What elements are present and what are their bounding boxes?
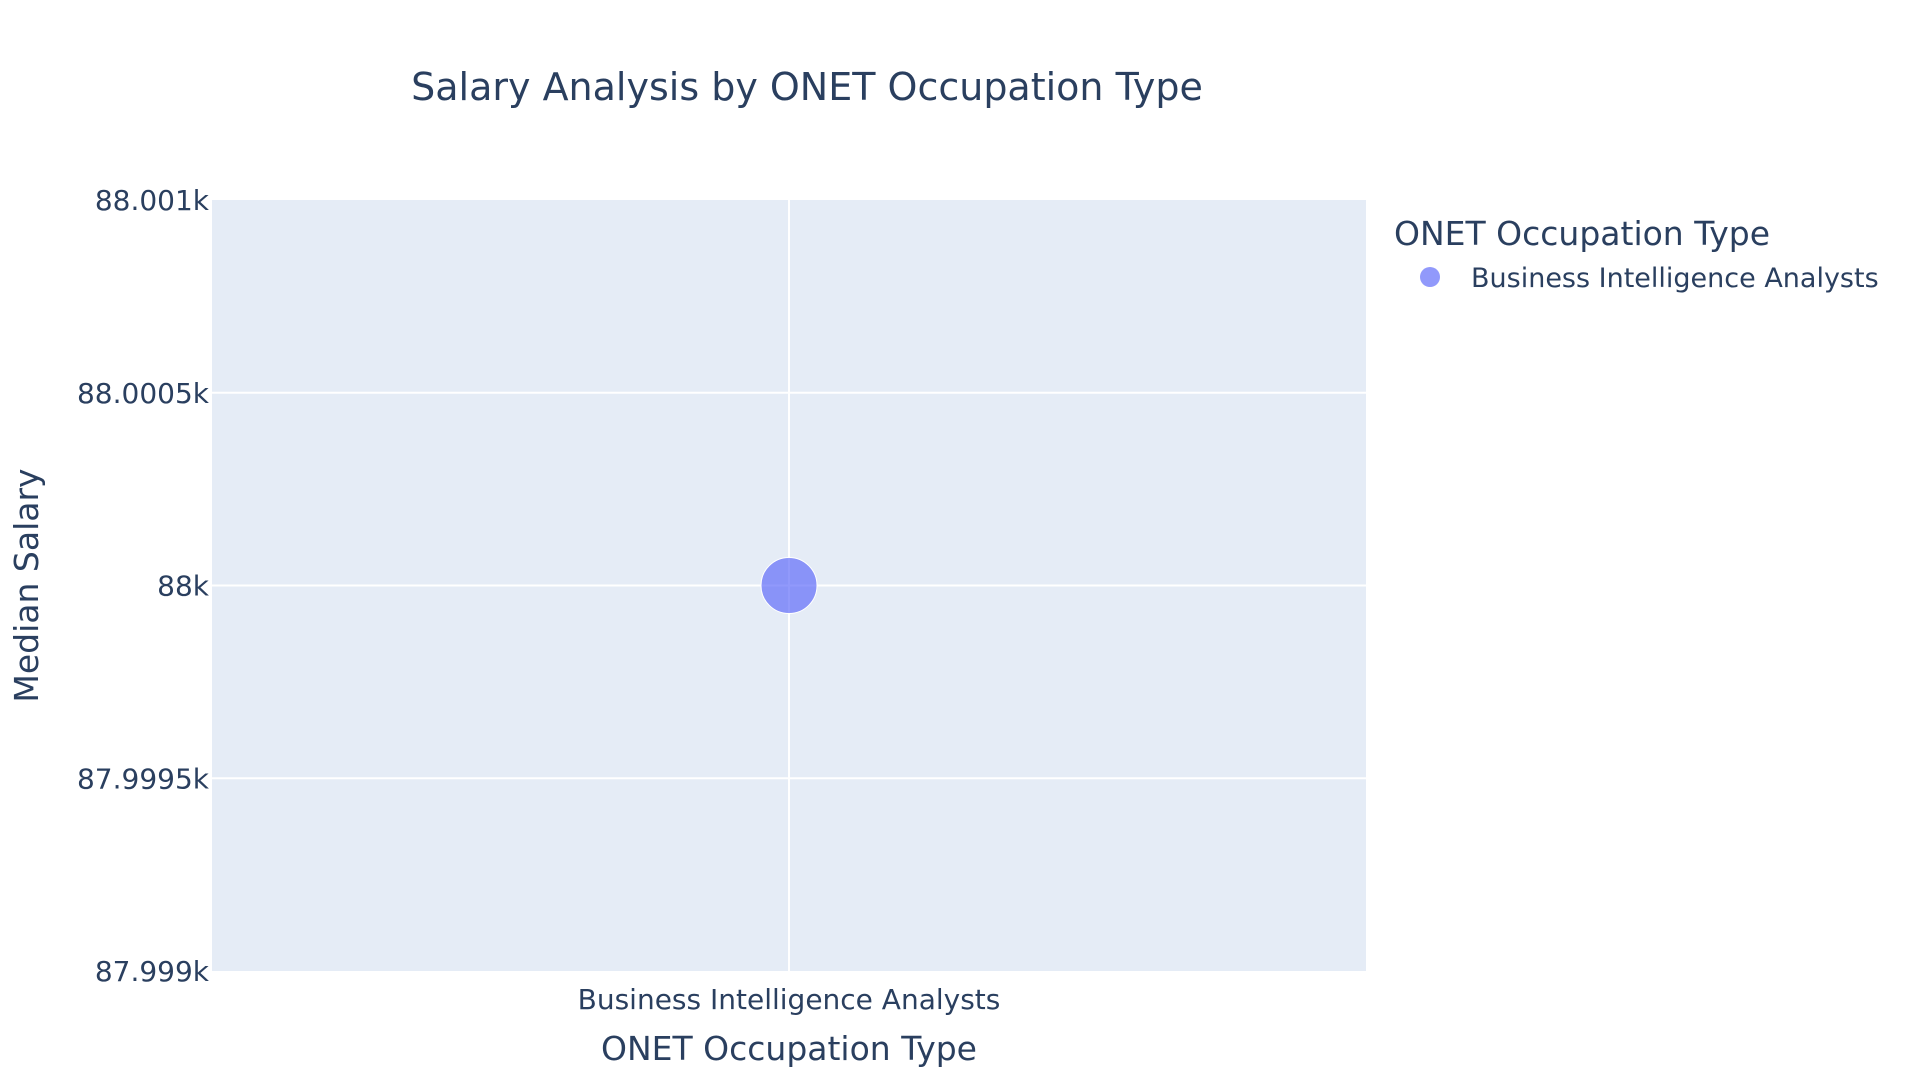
y-tick-label: 88k: [157, 570, 210, 603]
legend-item-label: Business Intelligence Analysts: [1471, 263, 1879, 294]
legend-items: Business Intelligence Analysts: [1420, 263, 1879, 294]
y-axis-ticks: 88.001k 88.0005k 88k 87.9995k 87.999k: [77, 184, 210, 988]
y-tick-label: 87.999k: [95, 955, 210, 988]
x-axis-ticks: Business Intelligence Analysts: [578, 983, 1001, 1016]
y-axis-title: Median Salary: [7, 468, 46, 702]
x-axis-title: ONET Occupation Type: [601, 1029, 977, 1068]
legend[interactable]: ONET Occupation Type Business Intelligen…: [1394, 214, 1879, 294]
y-tick-label: 88.001k: [95, 184, 210, 217]
data-point: [760, 557, 818, 614]
y-tick-label: 88.0005k: [77, 377, 210, 410]
legend-marker: [1420, 267, 1440, 287]
points-layer: [760, 557, 818, 614]
y-tick-label: 87.9995k: [77, 762, 210, 795]
x-tick-label: Business Intelligence Analysts: [578, 983, 1001, 1016]
chart-title: Salary Analysis by ONET Occupation Type: [411, 65, 1203, 109]
legend-title: ONET Occupation Type: [1394, 214, 1770, 253]
